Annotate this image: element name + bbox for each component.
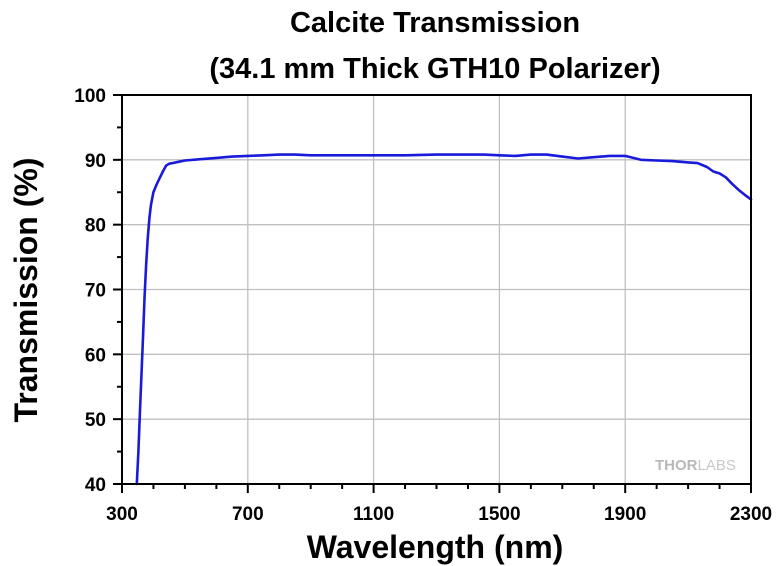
x-axis-title: Wavelength (nm): [307, 529, 564, 565]
x-tick-label: 2300: [730, 504, 772, 525]
watermark-logo: THORLABS: [655, 457, 736, 474]
x-tick-labels: 300 700 1100 1500 1900 2300: [106, 504, 772, 525]
x-tick-label: 1500: [478, 504, 520, 525]
tick-marks: [113, 94, 752, 493]
x-tick-label: 1100: [353, 504, 394, 525]
y-axis-title: Transmission (%): [8, 158, 44, 423]
y-tick-label: 100: [74, 86, 106, 107]
chart-title-line-2: (34.1 mm Thick GTH10 Polarizer): [209, 53, 660, 85]
x-tick-label: 300: [106, 504, 138, 525]
y-tick-label: 50: [85, 410, 106, 431]
y-tick-label: 70: [85, 281, 106, 302]
chart-title-line-1: Calcite Transmission: [290, 7, 580, 39]
y-tick-labels: 40 50 60 70 80 90 100: [74, 86, 106, 496]
y-tick-label: 40: [85, 475, 106, 496]
series-line: [135, 153, 753, 486]
y-tick-label: 80: [85, 216, 106, 237]
x-tick-label: 1900: [604, 504, 646, 525]
series-layer: [135, 153, 753, 486]
y-tick-label: 90: [85, 151, 106, 172]
watermark-logo-text: THORLABS: [655, 457, 736, 474]
y-tick-label: 60: [85, 345, 106, 366]
x-tick-label: 700: [232, 504, 264, 525]
